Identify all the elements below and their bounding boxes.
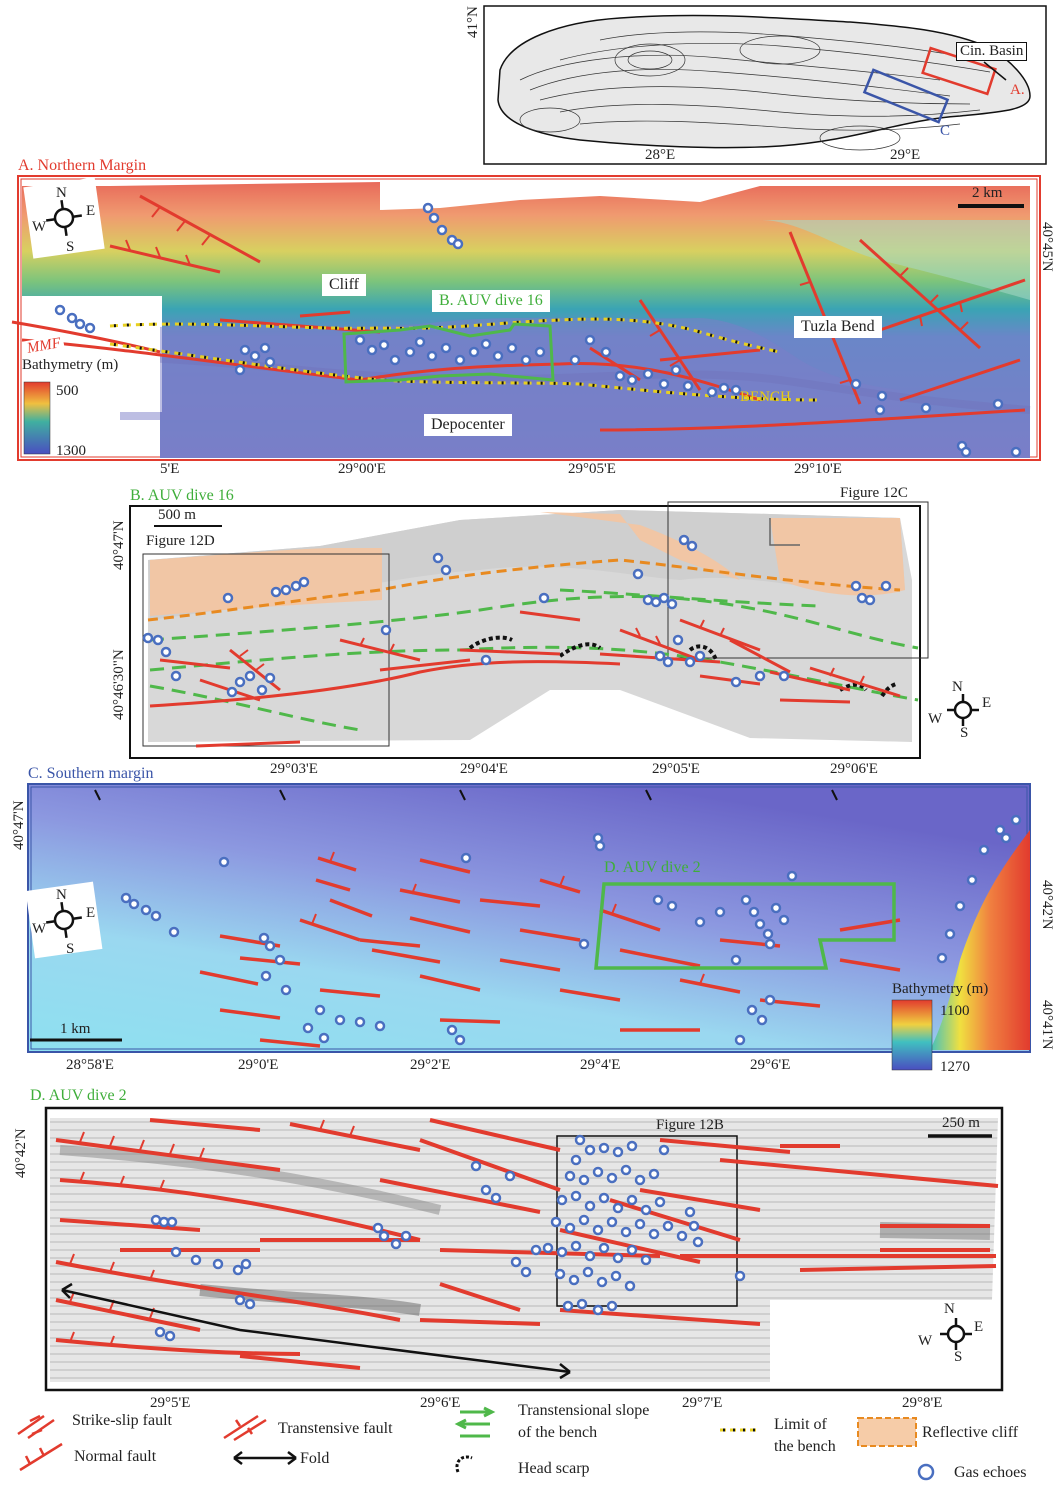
panel-a-lon-label-3: 29°05'E [568,461,616,477]
legend-reflective-cliff: Reflective cliff [922,1424,1019,1441]
panel-b-compass-e: E [982,695,992,711]
legend-transtensional-slope-2: of the bench [518,1424,598,1441]
inset-lon-label-1: 28°E [645,147,676,163]
panel-b-scale-label: 500 m [158,507,196,523]
legend-symbols [17,1406,935,1481]
panel-a-lon-label-4: 29°10'E [794,461,842,477]
panel-d-compass-e: E [974,1319,984,1335]
panel-c-lon-label-4: 29°4'E [580,1057,621,1073]
panel-c-compass-n: N [56,887,67,903]
legend-gas-echoes: Gas echoes [954,1464,1027,1481]
panel-a-auv-label: B. AUV dive 16 [432,290,550,312]
panel-c-legend-max: 1100 [940,1003,970,1019]
panel-b-lat-label-2: 40°46'30"N [111,649,127,720]
panel-c-auv-label: D. AUV dive 2 [604,859,701,876]
panel-c-compass-w: W [32,921,47,937]
panel-d-scale-label: 250 m [942,1115,980,1131]
panel-d-compass-n: N [944,1301,955,1317]
panel-b-fig12d-label: Figure 12D [146,533,215,549]
panel-a-scale-label: 2 km [972,185,1003,201]
panel-a-title: A. Northern Margin [18,157,147,174]
panel-c-legend-title: Bathymetry (m) [892,981,989,997]
panel-d-compass-w: W [918,1333,933,1349]
panel-b-compass-w: W [928,711,943,727]
panel-d-lat-label: 40°42'N [13,1128,29,1178]
panel-c-lon-label-3: 29°2'E [410,1057,451,1073]
panel-a-legend-min: 1300 [56,443,86,459]
panel-a-compass-e: E [86,203,96,219]
panel-a-lon-label-2: 29°00'E [338,461,386,477]
inset-lon-label-2: 29°E [890,147,921,163]
panel-a-compass-n: N [56,185,67,201]
panel-a-bench-label: BENCH [740,389,791,405]
inset-map-canvas [483,5,1047,165]
legend-limit-bench-2: the bench [774,1438,836,1455]
panel-c-scale-label: 1 km [60,1021,91,1037]
panel-d-fig12b-label: Figure 12B [656,1117,724,1133]
panel-a-map [11,175,1041,461]
panel-b-fig12c-label: Figure 12C [840,485,908,501]
panel-d-lon-label-1: 29°5'E [150,1395,191,1411]
panel-b-lon-label-3: 29°05'E [652,761,700,777]
inset-cin-basin-label: Cin. Basin [956,42,1028,61]
panel-a-compass-s: S [66,239,75,255]
panel-a-legend-title: Bathymetry (m) [22,357,119,373]
panel-c-compass-s: S [66,941,75,957]
panel-c-lon-label-5: 29°6'E [750,1057,791,1073]
panel-b-map [129,501,979,759]
panel-c-lat-label-2: 40°42'N [1039,880,1055,930]
panel-b-title: B. AUV dive 16 [130,487,234,504]
legend-strike-slip-fault: Strike-slip fault [72,1412,172,1429]
panel-d-lon-label-4: 29°8'E [902,1395,943,1411]
panel-c-lon-label-2: 29°0'E [238,1057,279,1073]
panel-a-tuzla-label: Tuzla Bend [794,316,882,338]
panel-b-lon-label-1: 29°03'E [270,761,318,777]
panel-c-legend-min: 1270 [940,1059,970,1075]
panel-d-compass-s: S [954,1349,963,1365]
legend-fold: Fold [300,1450,330,1467]
panel-b-lat-label-1: 40°47'N [111,520,127,570]
panel-c-compass-e: E [86,905,96,921]
panel-b-lon-label-2: 29°04'E [460,761,508,777]
panel-b-compass-n: N [952,679,963,695]
panel-d-lon-label-2: 29°6'E [420,1395,461,1411]
panel-c-map [25,783,1031,1071]
panel-c-lon-label-1: 28°58'E [66,1057,114,1073]
panel-a-cliff-label: Cliff [322,274,366,296]
panel-b-lon-label-4: 29°06'E [830,761,878,777]
panel-a-legend-max: 500 [56,383,79,399]
inset-box-c-label: C [940,123,951,139]
panel-b-compass-s: S [960,725,969,741]
panel-c-lat-label-3: 40°41'N [1039,1000,1055,1050]
panel-a-depocenter-label: Depocenter [424,414,512,436]
legend-transtensional-slope-1: Transtensional slope [518,1402,650,1419]
panel-a-lon-label-1: 5'E [160,461,180,477]
legend-head-scarp: Head scarp [518,1460,590,1477]
panel-c-lat-label-1: 40°47'N [11,800,27,850]
legend-transtensive-fault: Transtensive fault [278,1420,393,1437]
panel-d-title: D. AUV dive 2 [30,1087,127,1104]
panel-c-title: C. Southern margin [28,765,154,782]
inset-box-a-label: A. [1010,82,1025,98]
panel-d-map [44,1106,1004,1392]
panel-d-lon-label-3: 29°7'E [682,1395,723,1411]
panel-a-compass-w: W [32,219,47,235]
legend-normal-fault: Normal fault [74,1448,157,1465]
legend-limit-bench-1: Limit of [774,1416,827,1433]
